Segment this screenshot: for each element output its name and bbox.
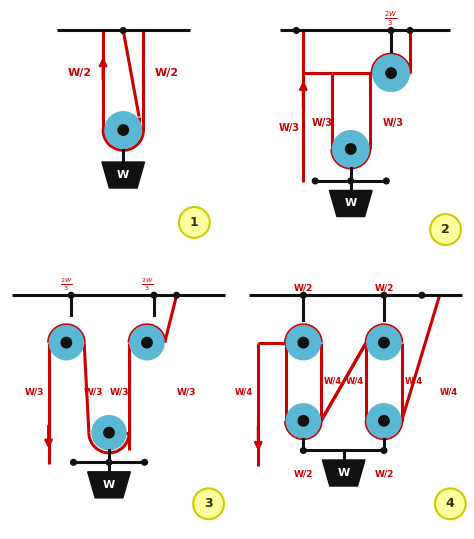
Text: W/2: W/2 [294, 469, 313, 479]
Text: W/4: W/4 [235, 388, 253, 397]
Text: W/3: W/3 [312, 118, 333, 128]
Circle shape [388, 27, 394, 33]
Circle shape [142, 459, 147, 465]
Circle shape [68, 292, 74, 298]
Polygon shape [329, 190, 372, 217]
Circle shape [372, 54, 410, 92]
Text: 1: 1 [190, 216, 199, 229]
Circle shape [285, 403, 321, 439]
Circle shape [348, 178, 354, 184]
Text: W/4: W/4 [324, 376, 342, 385]
Text: W/3: W/3 [383, 118, 404, 128]
Text: W/2: W/2 [155, 68, 179, 78]
Text: W/3: W/3 [25, 388, 44, 397]
Text: W/2: W/2 [294, 284, 313, 293]
Text: $\frac{2W}{3}$: $\frac{2W}{3}$ [60, 277, 73, 293]
Circle shape [285, 325, 321, 361]
Circle shape [193, 488, 224, 519]
Circle shape [381, 292, 387, 298]
Circle shape [332, 130, 370, 168]
Circle shape [381, 447, 387, 453]
Circle shape [312, 178, 318, 184]
Text: W: W [103, 480, 115, 490]
Circle shape [61, 337, 72, 348]
Text: W/4: W/4 [345, 376, 364, 385]
Circle shape [293, 27, 299, 33]
Text: W/3: W/3 [279, 123, 300, 133]
Text: W/3: W/3 [110, 388, 129, 397]
Circle shape [366, 325, 401, 361]
Circle shape [298, 337, 309, 348]
Circle shape [91, 415, 127, 451]
Text: $\frac{2W}{3}$: $\frac{2W}{3}$ [384, 10, 398, 28]
Circle shape [301, 447, 306, 453]
Circle shape [173, 292, 179, 298]
Polygon shape [322, 460, 365, 486]
Circle shape [142, 337, 152, 348]
Text: W/3: W/3 [176, 388, 196, 397]
Circle shape [106, 459, 112, 465]
Text: W/2: W/2 [67, 68, 91, 78]
Circle shape [120, 27, 126, 33]
Polygon shape [88, 472, 130, 498]
Text: $\frac{2W}{3}$: $\frac{2W}{3}$ [141, 277, 153, 293]
Text: 4: 4 [446, 497, 455, 510]
Circle shape [298, 416, 309, 426]
Circle shape [379, 416, 389, 426]
Circle shape [129, 325, 165, 361]
Text: W/4: W/4 [440, 388, 458, 397]
Text: 2: 2 [441, 223, 450, 236]
Circle shape [71, 459, 76, 465]
Text: W/3: W/3 [84, 388, 103, 397]
Text: W/2: W/2 [374, 284, 393, 293]
Circle shape [383, 178, 389, 184]
Circle shape [435, 488, 465, 519]
Circle shape [346, 144, 356, 154]
Text: W/2: W/2 [374, 469, 393, 479]
Text: W/4: W/4 [404, 376, 423, 385]
Text: W: W [337, 468, 350, 478]
Text: W: W [345, 198, 357, 209]
Circle shape [379, 337, 389, 348]
Circle shape [430, 214, 461, 245]
Circle shape [151, 292, 157, 298]
Circle shape [48, 325, 84, 361]
Polygon shape [102, 162, 145, 188]
Circle shape [104, 111, 142, 149]
Circle shape [386, 68, 396, 78]
Circle shape [179, 207, 210, 238]
Circle shape [301, 292, 306, 298]
Circle shape [366, 403, 401, 439]
Text: 3: 3 [204, 497, 213, 510]
Circle shape [104, 427, 114, 438]
Circle shape [407, 27, 413, 33]
Circle shape [419, 292, 425, 298]
Circle shape [118, 125, 128, 135]
Text: W: W [117, 170, 129, 180]
